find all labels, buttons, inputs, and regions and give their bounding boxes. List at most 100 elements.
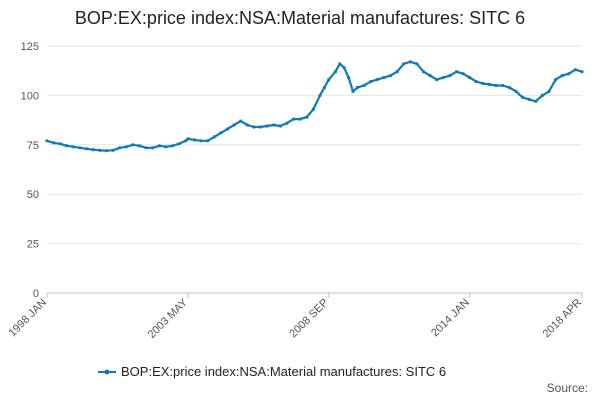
data-point[interactable] — [219, 131, 223, 135]
data-point[interactable] — [408, 60, 412, 64]
data-point[interactable] — [85, 147, 89, 151]
data-point[interactable] — [395, 70, 399, 74]
data-point[interactable] — [164, 145, 168, 149]
data-point[interactable] — [441, 76, 445, 80]
data-point[interactable] — [501, 83, 505, 88]
data-point[interactable] — [278, 124, 282, 128]
legend[interactable]: BOP:EX:price index:NSA:Material manufact… — [98, 364, 446, 379]
data-point[interactable] — [98, 148, 102, 152]
data-point[interactable] — [104, 149, 108, 153]
data-point[interactable] — [292, 117, 296, 121]
data-point[interactable] — [481, 81, 485, 86]
data-point[interactable] — [137, 144, 142, 148]
data-point[interactable] — [322, 85, 326, 90]
data-point[interactable] — [375, 78, 379, 82]
data-point[interactable] — [428, 74, 432, 78]
data-point[interactable] — [45, 139, 49, 143]
data-point[interactable] — [514, 89, 518, 93]
data-point[interactable] — [144, 146, 148, 150]
data-point[interactable] — [448, 74, 452, 78]
y-tick-label: 75 — [27, 140, 39, 152]
grid-lines — [47, 45, 582, 294]
data-point[interactable] — [124, 145, 128, 149]
data-point[interactable] — [521, 95, 525, 99]
data-point[interactable] — [71, 145, 75, 149]
legend-marker-dot — [104, 369, 110, 375]
data-point[interactable] — [527, 97, 531, 101]
y-tick-label: 125 — [21, 41, 39, 53]
data-point[interactable] — [573, 68, 578, 72]
y-tick-label: 50 — [27, 189, 39, 201]
data-point[interactable] — [192, 138, 197, 142]
data-point[interactable] — [65, 144, 69, 148]
data-point[interactable] — [245, 123, 249, 127]
data-point[interactable] — [311, 107, 315, 111]
data-point[interactable] — [342, 66, 346, 70]
data-point[interactable] — [58, 142, 62, 146]
data-point[interactable] — [225, 127, 230, 131]
data-point[interactable] — [362, 83, 366, 88]
data-point[interactable] — [540, 93, 545, 97]
data-point[interactable] — [305, 115, 309, 119]
data-point[interactable] — [111, 148, 115, 152]
data-point[interactable] — [415, 62, 419, 66]
y-tick-label: 0 — [33, 288, 39, 300]
data-point[interactable] — [285, 121, 289, 125]
data-point[interactable] — [388, 74, 393, 78]
data-point[interactable] — [186, 137, 190, 141]
data-point[interactable] — [298, 117, 302, 121]
data-point[interactable] — [474, 80, 478, 84]
data-point[interactable] — [369, 80, 373, 84]
data-point[interactable] — [461, 72, 465, 76]
data-point[interactable] — [355, 85, 359, 90]
data-point[interactable] — [52, 141, 56, 145]
data-point[interactable] — [91, 148, 95, 152]
data-point[interactable] — [184, 139, 188, 143]
data-point[interactable] — [131, 143, 135, 147]
data-point[interactable] — [252, 125, 256, 129]
data-point[interactable] — [435, 78, 439, 82]
data-point[interactable] — [554, 78, 558, 82]
series-layer — [45, 60, 584, 153]
series-line — [45, 60, 584, 152]
data-point[interactable] — [239, 119, 243, 123]
data-point[interactable] — [272, 123, 276, 127]
data-point[interactable] — [421, 70, 426, 74]
data-point[interactable] — [259, 125, 263, 129]
data-point[interactable] — [347, 76, 351, 80]
data-point[interactable] — [232, 123, 236, 127]
data-point[interactable] — [157, 144, 161, 148]
data-point[interactable] — [206, 139, 210, 143]
data-point[interactable] — [494, 83, 498, 88]
data-point[interactable] — [327, 78, 331, 82]
data-point[interactable] — [402, 62, 406, 66]
data-point[interactable] — [177, 142, 181, 146]
data-point[interactable] — [212, 135, 216, 139]
data-point[interactable] — [468, 76, 472, 80]
data-point[interactable] — [265, 124, 269, 128]
data-point[interactable] — [151, 146, 155, 150]
data-point[interactable] — [454, 70, 459, 74]
data-point[interactable] — [382, 76, 386, 80]
data-point[interactable] — [560, 74, 564, 78]
data-point[interactable] — [567, 72, 571, 76]
data-point[interactable] — [333, 70, 337, 74]
data-point[interactable] — [170, 144, 175, 148]
data-point[interactable] — [580, 70, 584, 74]
x-tick-label: 1998 JAN — [6, 297, 49, 340]
data-point[interactable] — [199, 139, 203, 143]
chart-title: BOP:EX:price index:NSA:Material manufact… — [75, 8, 525, 28]
data-point[interactable] — [547, 89, 551, 93]
data-point[interactable] — [507, 85, 511, 90]
x-tick-label: 2018 APR — [541, 297, 585, 341]
data-point[interactable] — [351, 89, 355, 93]
data-point[interactable] — [487, 82, 492, 87]
data-point[interactable] — [118, 146, 122, 150]
legend-label: BOP:EX:price index:NSA:Material manufact… — [121, 364, 446, 379]
data-point[interactable] — [534, 99, 538, 103]
x-axis-ticks: 1998 JAN 2003 MAY 2008 SEP 2014 JAN 2018 APR — [6, 293, 584, 341]
data-point[interactable] — [338, 62, 342, 66]
data-point[interactable] — [78, 146, 82, 150]
data-point[interactable] — [318, 93, 322, 97]
